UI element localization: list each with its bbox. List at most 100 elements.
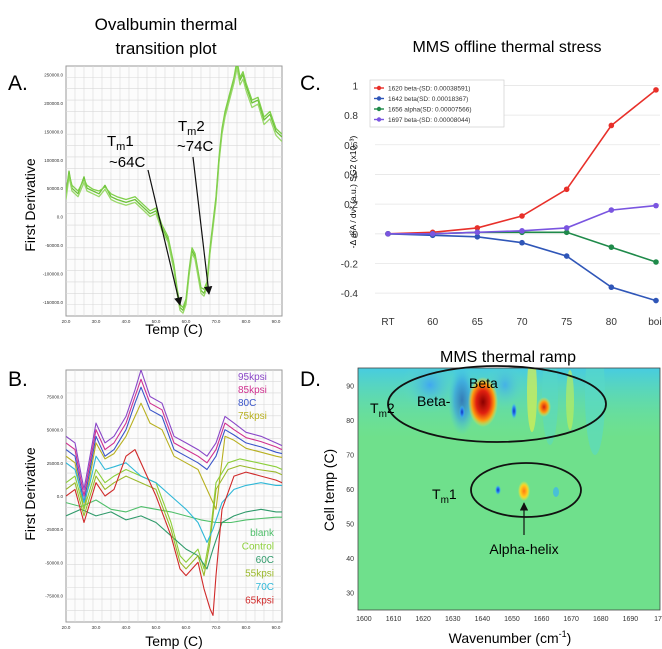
panel-b-legend-item: 85kpsi [238, 385, 267, 396]
panel-a-tm1-label: Tm1 [107, 133, 134, 153]
panel-d-tm2-sub: m [379, 409, 387, 420]
panel-d-heatmap-beta-right-hotspot [537, 397, 551, 417]
panel-b-series-line [66, 464, 282, 577]
panel-c-data-point [608, 207, 615, 213]
panel-c-data-point [519, 228, 525, 234]
panel-c-ticks: 1 0.8 0.6 0.4 0.2 0 -0.2 -0.4 RT 60 65 70 75 80 boil [341, 81, 662, 328]
panel-b-legend-item: 95kpsi [238, 372, 267, 383]
panel-d-tm1-sub: m [441, 495, 449, 506]
panel-d-xtick-label: 1650 [504, 616, 520, 623]
panel-c-legend-label: 1620 beta-(SD: 0.00038591) [388, 86, 470, 93]
panel-c-ytick-label: 0.4 [344, 170, 358, 181]
panel-d-ticks: 90 80 70 60 50 40 30 1600 1610 1620 1630 1640 1650 16… [346, 383, 662, 623]
panel-d-heatmap-yellow-band-1 [527, 368, 537, 432]
panel-b-legend-item: 65kpsi [245, 596, 274, 607]
panel-a-xtick-label: 90.0 [272, 319, 281, 324]
panel-d: D. MMS thermal ramp Cell temp (C) Wavenu… [300, 349, 662, 646]
panel-a-title-line1: Ovalbumin thermal [95, 15, 238, 34]
panel-b-ytick-label: 25000.0 [47, 461, 64, 466]
panel-c-xtick-label: 70 [516, 317, 528, 328]
panel-b-letter: B. [8, 368, 28, 391]
panel-d-heatmap-beta-hotspot [468, 377, 498, 427]
panel-d-tm1-t: T [432, 486, 441, 502]
panel-a-ytick-label: 50000.0 [47, 186, 64, 191]
panel-b-series-line [66, 402, 282, 510]
panel-d-heatmap-cyan-band-1 [585, 368, 605, 455]
panel-b-legend-item: blank [250, 528, 275, 539]
panel-a-ytick-label: 200000.0 [44, 101, 63, 106]
panel-d-heatmap-blue-band-2 [448, 368, 476, 435]
panel-a-tm2-arrow [192, 156, 213, 295]
panel-d-xtick-label: 1630 [445, 616, 461, 623]
panel-d-heatmap-alpha-hotspot [518, 481, 530, 501]
panel-a-ytick-label: -150000.0 [43, 300, 64, 305]
panel-c: C. MMS offline thermal stress -Δ d²A / d… [300, 39, 662, 328]
panel-d-ytick-label: 60 [346, 487, 354, 494]
panel-c-legend-label: 1656 alpha(SD: 0.00007566) [388, 107, 471, 114]
panel-c-series [385, 87, 659, 304]
panel-c-legend: 1620 beta-(SD: 0.00038591) 1642 beta(SD: … [369, 79, 505, 128]
panel-a-tm2-value: ~74C [177, 138, 213, 155]
panel-c-legend-label: 1642 beta(SD: 0.00018367) [388, 96, 468, 103]
panel-c-ytick-label: 1 [352, 81, 358, 92]
panel-c-data-point [653, 202, 659, 209]
panel-a-grid [66, 66, 282, 316]
panel-b-xtick-label: 40.0 [122, 625, 131, 630]
panel-d-heatmap-blue-spot-1 [511, 403, 517, 419]
panel-c-data-point [519, 213, 525, 219]
panel-b-ytick-label: 75000.0 [47, 395, 64, 400]
panel-a-ylabel: First Derivative [22, 158, 38, 252]
panel-d-tm1-ellipse [470, 462, 582, 518]
panel-d-ytick-label: 70 [346, 452, 354, 459]
panel-c-legend-marker [376, 85, 382, 91]
panel-b-series-line [66, 386, 282, 504]
panel-c-data-point [385, 231, 391, 237]
panel-b-series-line [66, 449, 282, 616]
panel-d-xtick-label: 1690 [623, 616, 639, 623]
panel-a-tm1-num: 1 [125, 133, 133, 150]
panel-d-xtick-label: 1600 [356, 616, 372, 623]
panel-c-data-point [653, 87, 659, 93]
panel-c-data-point [429, 231, 436, 237]
panel-c-legend-marker [376, 106, 382, 112]
panel-b-series-line [66, 455, 282, 543]
panel-d-plot-frame [357, 367, 661, 611]
panel-d-ytick-label: 80 [346, 418, 354, 425]
panel-c-ytick-label: 0.8 [344, 111, 358, 122]
panel-d-ytick-label: 50 [346, 522, 354, 529]
panel-a-ytick-label: 150000.0 [44, 129, 63, 134]
panel-b-xtick-label: 70.0 [212, 625, 221, 630]
panel-d-alpha-label: Alpha-helix [489, 541, 558, 557]
panel-a-xtick-label: 60.0 [182, 319, 191, 324]
panel-c-data-point [474, 233, 481, 240]
panel-b-legend-item: 75kpsi [238, 411, 267, 422]
panel-d-ytick-label: 30 [346, 591, 354, 598]
panel-b-series-line [66, 378, 282, 497]
panel-a-ticks: 250000.0 200000.0 150000.0 100000.0 50000.0 0… [43, 73, 281, 324]
panel-b-ticks: 75000.0 50000.0 25000.0 0.0 -25000.0 -50000.0… [45, 395, 281, 630]
panel-d-xlabel-main: Wavenumber (cm [449, 630, 559, 646]
panel-c-data-point [563, 253, 570, 259]
panel-c-data-point [653, 297, 659, 304]
panel-d-ytick-label: 40 [346, 556, 354, 563]
panel-d-heatmap-cyan-spot [553, 487, 559, 497]
panel-c-xtick-label: 75 [561, 317, 573, 328]
panel-d-tm2-num: 2 [387, 400, 395, 416]
panel-c-data-point [563, 186, 570, 193]
panel-c-data-point [563, 229, 570, 236]
panel-b-ytick-label: -25000.0 [45, 527, 63, 532]
panel-b: B. First Derivative Temp (C) 75000.0 5000… [8, 368, 283, 649]
panel-c-letter: C. [300, 72, 321, 95]
panel-b-xtick-label: 60.0 [182, 625, 191, 630]
panel-b-ytick-label: 50000.0 [47, 428, 64, 433]
panel-c-legend-marker [376, 117, 382, 122]
panel-d-xtick-label: 170 [654, 616, 662, 623]
panel-a-xtick-label: 50.0 [152, 319, 161, 324]
panel-d-xlabel-sup: -1 [559, 629, 567, 639]
panel-c-legend-box [369, 79, 505, 128]
panel-d-heatmap-yellow-band-2 [566, 370, 574, 430]
panel-c-ytick-label: -0.4 [341, 289, 359, 300]
panel-a-title-line2: transition plot [115, 39, 216, 58]
panel-c-data-point [608, 244, 615, 250]
